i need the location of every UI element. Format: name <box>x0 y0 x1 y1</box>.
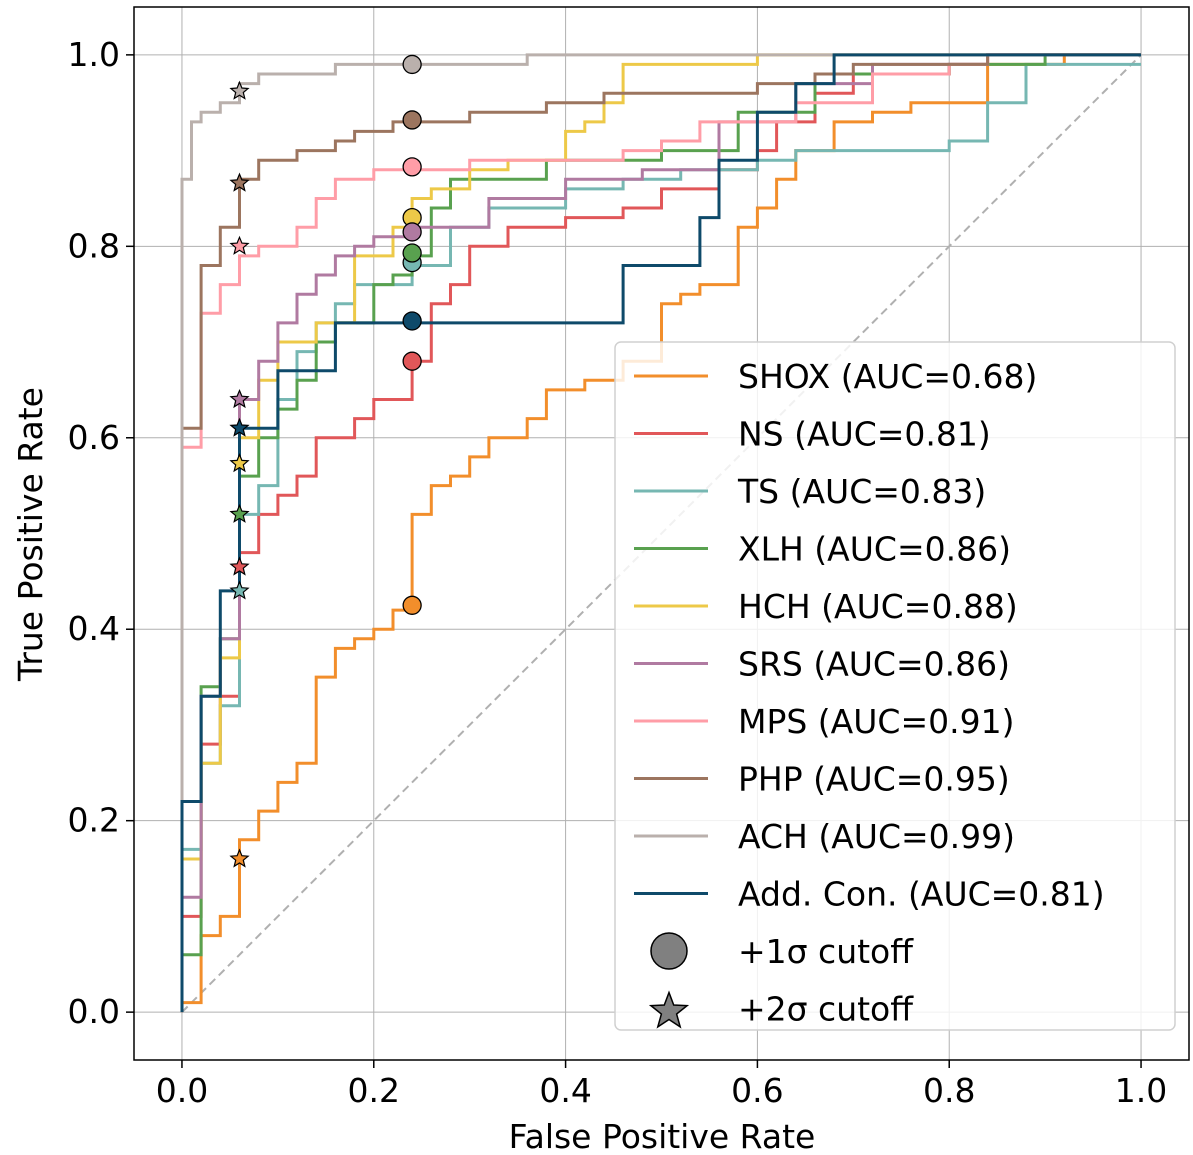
cutoff-1sigma-marker <box>402 157 422 177</box>
cutoff-2sigma-marker <box>229 235 250 255</box>
cutoff-1sigma-marker <box>402 222 422 242</box>
y-tick-label: 0.2 <box>68 801 120 840</box>
y-tick-label: 0.8 <box>68 226 120 265</box>
y-axis-title: True Positive Rate <box>11 387 50 682</box>
cutoff-markers <box>229 54 422 868</box>
y-tick-label: 0.0 <box>68 992 120 1031</box>
cutoff-2sigma-marker <box>229 556 250 576</box>
legend-label-0: SHOX (AUC=0.68) <box>738 357 1037 396</box>
cutoff-2sigma-marker <box>229 453 250 473</box>
roc-line-8 <box>180 53 1141 1013</box>
axes: 0.0 0.2 0.4 0.6 0.8 1.0 0.0 0.2 0.4 0.6 0.8 1.0 <box>68 6 1190 1110</box>
y-tick-label: 1.0 <box>68 35 120 74</box>
legend-label-7: PHP (AUC=0.95) <box>738 760 1010 799</box>
y-tick-label: 0.4 <box>68 609 120 648</box>
legend-label-1: NS (AUC=0.81) <box>738 415 991 454</box>
cutoff-2sigma-marker <box>229 848 250 868</box>
x-tick-label: 0.2 <box>348 1071 400 1110</box>
legend-label-3: XLH (AUC=0.86) <box>738 530 1011 569</box>
cutoff-2sigma-marker <box>229 417 250 437</box>
cutoff-2sigma-marker <box>229 172 250 192</box>
cutoff-1sigma-marker <box>402 243 422 263</box>
x-tick-label: 1.0 <box>1115 1071 1167 1110</box>
x-tick-label: 0.0 <box>156 1071 208 1110</box>
cutoff-1sigma-marker <box>402 595 422 615</box>
roc-line-6 <box>180 53 1141 1013</box>
cutoff-2sigma-marker <box>229 80 250 100</box>
legend-star-marker <box>648 990 690 1029</box>
legend-label-8: ACH (AUC=0.99) <box>738 817 1015 856</box>
cutoff-1sigma-marker <box>402 311 422 331</box>
x-tick-label: 0.8 <box>923 1071 975 1110</box>
legend-box <box>614 341 1176 1031</box>
legend-label-4: HCH (AUC=0.88) <box>738 587 1018 626</box>
cutoff-2sigma-marker <box>229 503 250 523</box>
plot-frame <box>133 6 1190 1061</box>
legend-label-2: TS (AUC=0.83) <box>737 472 986 511</box>
legend-label-9: Add. Con. (AUC=0.81) <box>738 875 1105 914</box>
roc-line-9 <box>180 53 1141 1013</box>
x-tick-label: 0.4 <box>539 1071 591 1110</box>
x-axis-title: False Positive Rate <box>509 1117 816 1155</box>
legend-marker-label-1: +2σ cutoff <box>738 990 914 1029</box>
legend-label-5: SRS (AUC=0.86) <box>738 645 1010 684</box>
cutoff-2sigma-marker <box>229 580 250 600</box>
legend: SHOX (AUC=0.68) NS (AUC=0.81) TS (AUC=0.83… <box>614 341 1176 1031</box>
x-tick-label: 0.6 <box>731 1071 783 1110</box>
roc-line-1 <box>180 53 1141 1013</box>
y-tick-label: 0.6 <box>68 418 120 457</box>
legend-circle-marker <box>650 932 688 970</box>
cutoff-1sigma-marker <box>402 54 422 75</box>
cutoff-1sigma-marker <box>402 351 422 371</box>
legend-marker-label-0: +1σ cutoff <box>738 932 914 971</box>
legend-label-6: MPS (AUC=0.91) <box>738 702 1014 741</box>
cutoff-1sigma-marker <box>402 110 422 130</box>
roc-line-7 <box>180 53 1141 1013</box>
cutoff-2sigma-marker <box>229 388 250 409</box>
